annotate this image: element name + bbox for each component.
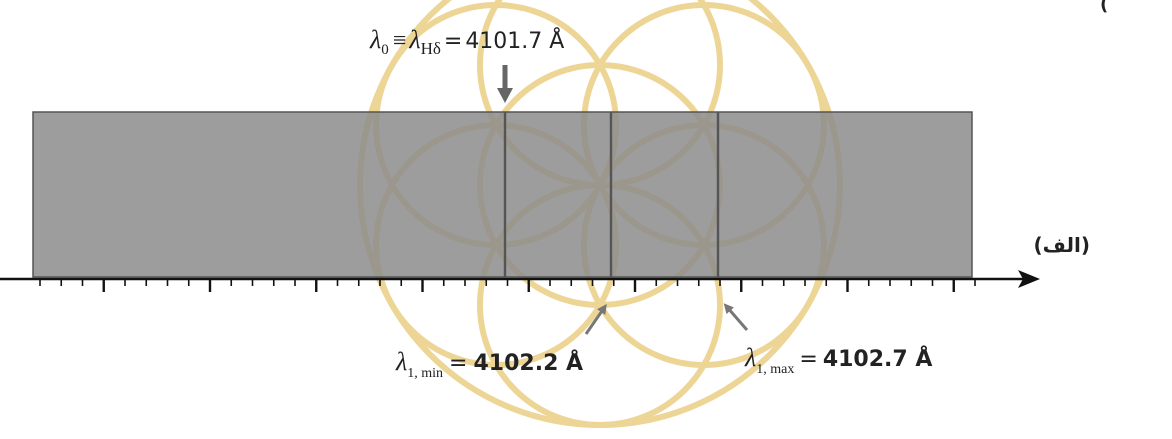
min-pointer-arrow: [584, 303, 607, 335]
lambda-min-label: λ1, min = 4102.2 Å: [395, 347, 583, 381]
panel-label: (الف): [1034, 233, 1090, 257]
axis-ticks: [39, 279, 976, 292]
spectrum-band: [32, 111, 973, 278]
max-pointer-arrow: [723, 303, 749, 331]
h-delta-pointer-head: [497, 88, 513, 103]
axis-arrowhead: [1018, 270, 1040, 288]
lambda-max-label: λ1, max = 4102.7 Å: [744, 343, 932, 377]
lambda0-label: λ0 ≡ λHδ = 4101.7 Å: [369, 25, 564, 58]
top-right-fragment: (: [1100, 0, 1108, 15]
